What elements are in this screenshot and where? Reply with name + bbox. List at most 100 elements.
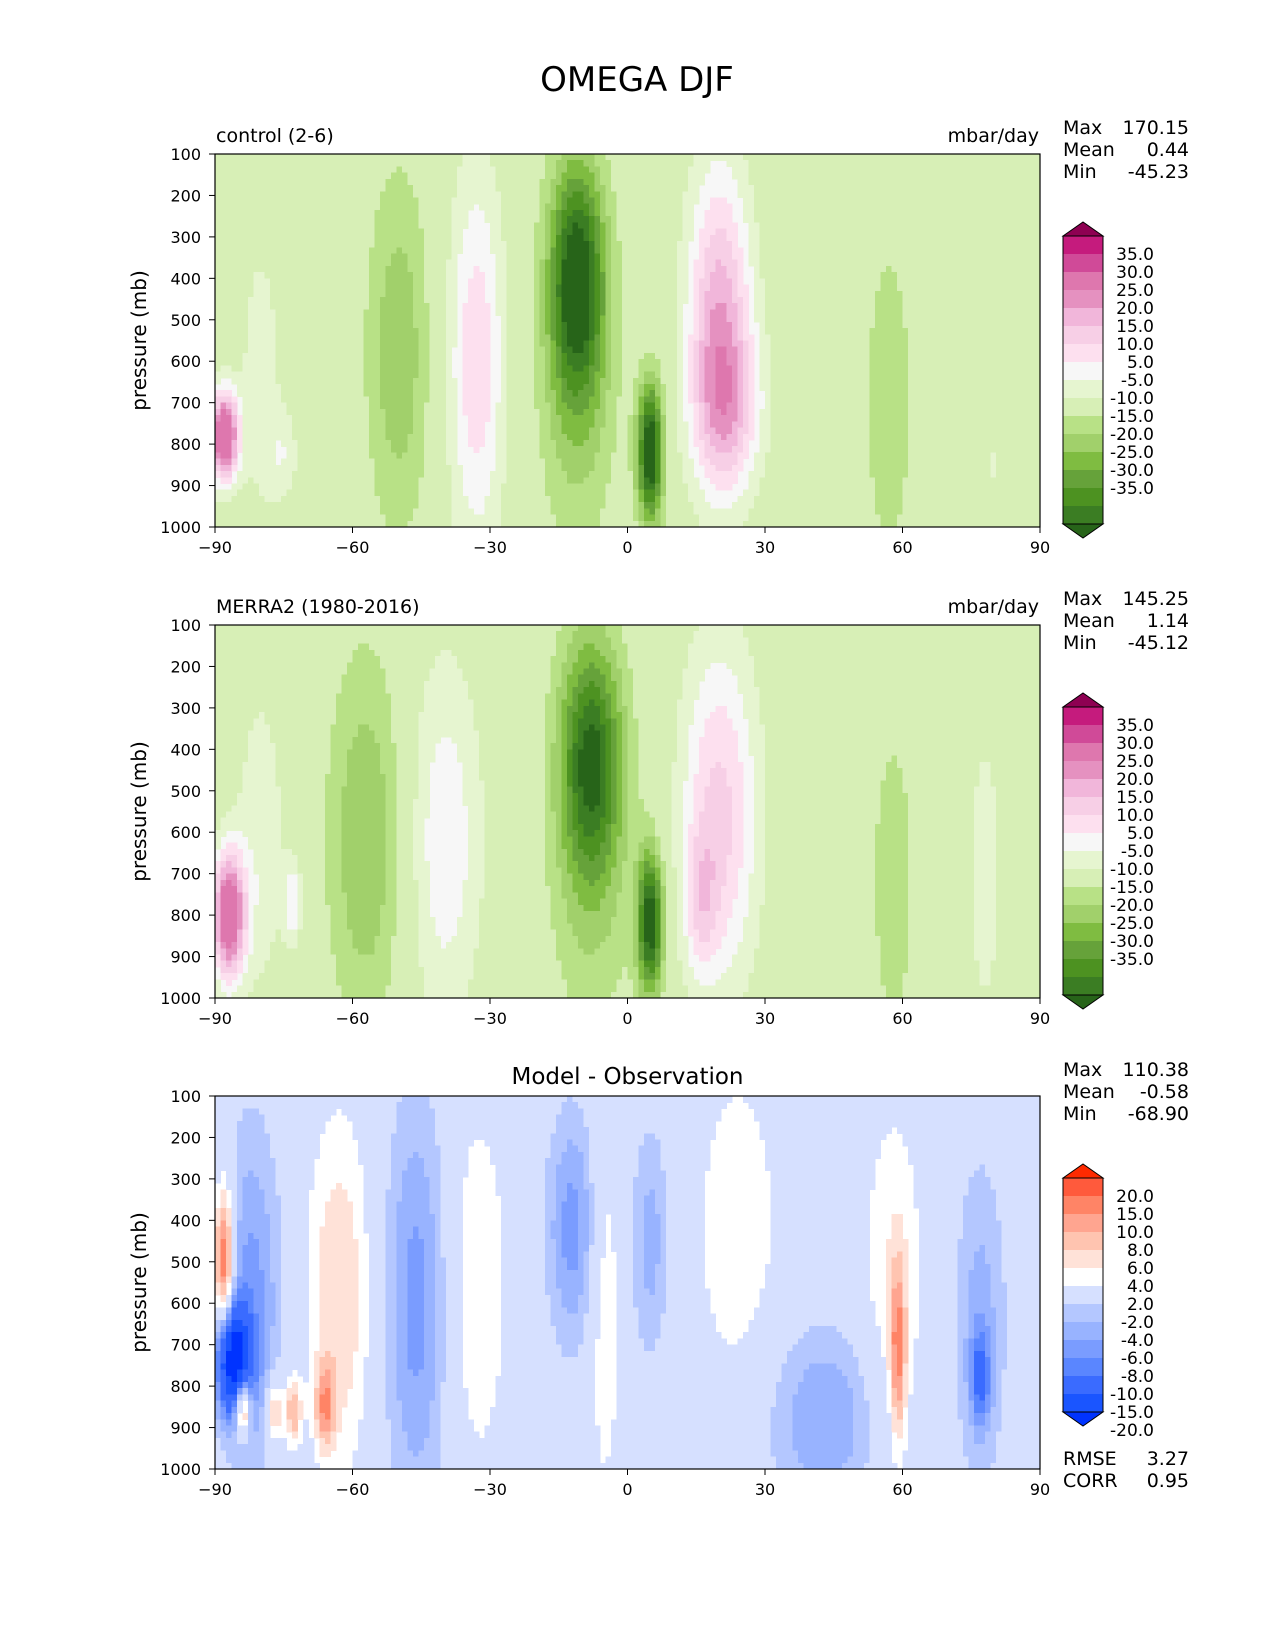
contour-cell [616, 191, 623, 199]
contour-cell [424, 197, 431, 205]
contour-cell [237, 203, 244, 211]
contour-cell [858, 334, 865, 342]
contour-cell [1012, 197, 1019, 205]
contour-cell [1029, 284, 1036, 292]
contour-cell [803, 234, 810, 242]
contour-cell [1029, 321, 1036, 329]
contour-cell [655, 228, 662, 236]
contour-cell [358, 234, 365, 242]
contour-cell [627, 352, 634, 360]
contour-cell [418, 296, 425, 304]
contour-cell [297, 296, 304, 304]
contour-cell [820, 265, 827, 273]
contour-cell [462, 178, 469, 186]
contour-cell [556, 296, 563, 304]
contour-cell [886, 172, 893, 180]
contour-cell [275, 296, 282, 304]
contour-cell [512, 222, 519, 230]
contour-cell [908, 321, 915, 329]
contour-cell [996, 340, 1003, 348]
contour-cell [798, 154, 805, 161]
contour-cell [1007, 272, 1014, 279]
contour-cell [567, 359, 574, 366]
contour-cell [468, 328, 475, 335]
contour-cell [226, 309, 233, 317]
contour-cell [941, 278, 948, 286]
contour-cell [457, 241, 464, 248]
contour-cell [798, 321, 805, 329]
contour-cell [264, 272, 271, 279]
contour-cell [732, 296, 739, 304]
contour-cell [385, 321, 392, 329]
contour-cell [473, 321, 480, 329]
contour-cell [528, 222, 535, 230]
contour-cell [704, 290, 711, 298]
contour-cell [270, 272, 277, 279]
contour-cell [1018, 265, 1025, 273]
contour-cell [237, 321, 244, 329]
contour-cell [336, 303, 343, 311]
contour-cell [974, 296, 981, 304]
contour-cell [380, 346, 387, 354]
contour-cell [556, 315, 563, 323]
contour-cell [325, 222, 332, 230]
contour-cell [836, 185, 843, 192]
contour-cell [583, 265, 590, 273]
contour-cell [418, 253, 425, 261]
contour-cell [957, 172, 964, 180]
contour-cell [264, 309, 271, 317]
contour-cell [809, 359, 816, 366]
contour-cell [528, 178, 535, 186]
contour-cell [413, 203, 420, 211]
contour-cell [429, 265, 436, 273]
contour-cell [1023, 185, 1030, 192]
contour-cell [385, 359, 392, 366]
contour-cell [391, 296, 398, 304]
contour-cell [583, 359, 590, 366]
contour-cell [363, 234, 370, 242]
contour-cell [253, 265, 260, 273]
contour-cell [754, 278, 761, 286]
contour-cell [446, 303, 453, 311]
contour-cell [495, 191, 502, 199]
contour-cell [484, 185, 491, 192]
contour-cell [440, 359, 447, 366]
contour-cell [275, 265, 282, 273]
contour-cell [545, 222, 552, 230]
contour-cell [1007, 259, 1014, 267]
contour-cell [754, 290, 761, 298]
contour-cell [517, 328, 524, 335]
contour-cell [369, 265, 376, 273]
contour-cell [572, 166, 579, 174]
contour-cell [985, 259, 992, 267]
contour-cell [990, 334, 997, 342]
contour-cell [759, 272, 766, 279]
contour-cell [567, 265, 574, 273]
contour-cell [479, 160, 486, 168]
contour-cell [402, 259, 409, 267]
contour-cell [231, 272, 238, 279]
contour-cell [539, 290, 546, 298]
contour-cell [809, 296, 816, 304]
contour-cell [836, 216, 843, 223]
contour-cell [990, 228, 997, 236]
contour-cell [699, 290, 706, 298]
contour-cell [594, 234, 601, 242]
contour-cell [616, 303, 623, 311]
contour-cell [270, 321, 277, 329]
contour-cell [880, 321, 887, 329]
contour-cell [572, 259, 579, 267]
contour-cell [864, 241, 871, 248]
contour-cell [638, 365, 645, 373]
contour-cell [605, 328, 612, 335]
contour-cell [743, 178, 750, 186]
contour-cell [407, 296, 414, 304]
contour-cell [820, 365, 827, 373]
contour-cell [479, 346, 486, 354]
contour-cell [814, 352, 821, 360]
contour-cell [842, 328, 849, 335]
contour-cell [374, 290, 381, 298]
contour-cell [781, 352, 788, 360]
contour-cell [622, 222, 629, 230]
contour-cell [891, 160, 898, 168]
